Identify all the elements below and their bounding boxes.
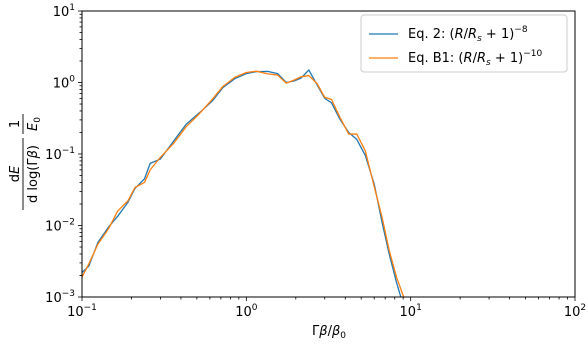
- y-axis-label: dE d log(Γβ) 1 E0: [8, 114, 43, 210]
- series-layer: [82, 69, 405, 297]
- svg-text:E0: E0: [26, 117, 43, 131]
- y-tick-label: 101: [53, 3, 75, 20]
- legend-label-eq2: Eq. 2: (R/Rs + 1)−8: [408, 25, 528, 44]
- svg-text:dE: dE: [8, 165, 23, 182]
- series-line-0: [82, 69, 402, 297]
- svg-text:1: 1: [8, 120, 23, 128]
- legend: Eq. 2: (R/Rs + 1)−8 Eq. B1: (R/Rs + 1)−1…: [360, 14, 568, 73]
- x-tick-label: 100: [235, 303, 258, 320]
- svg-text:d log(Γβ): d log(Γβ): [26, 145, 41, 203]
- x-tick-label: 101: [400, 303, 422, 320]
- legend-label-eqb1: Eq. B1: (R/Rs + 1)−10: [408, 49, 542, 68]
- series-line-1: [82, 70, 405, 297]
- x-tick-label: 102: [564, 303, 586, 320]
- y-tick-label: 10−2: [45, 218, 75, 235]
- x-axis-label: Γβ/β0: [312, 324, 346, 341]
- y-tick-label: 100: [53, 75, 76, 92]
- x-tick-label: 10−1: [67, 303, 97, 320]
- y-tick-label: 10−1: [45, 146, 75, 163]
- ticks-layer: 10−1 100 101 102 10−3 10−2 10−1 100 101: [45, 3, 586, 320]
- y-tick-label: 10−3: [45, 289, 75, 306]
- legend-box: [360, 14, 568, 73]
